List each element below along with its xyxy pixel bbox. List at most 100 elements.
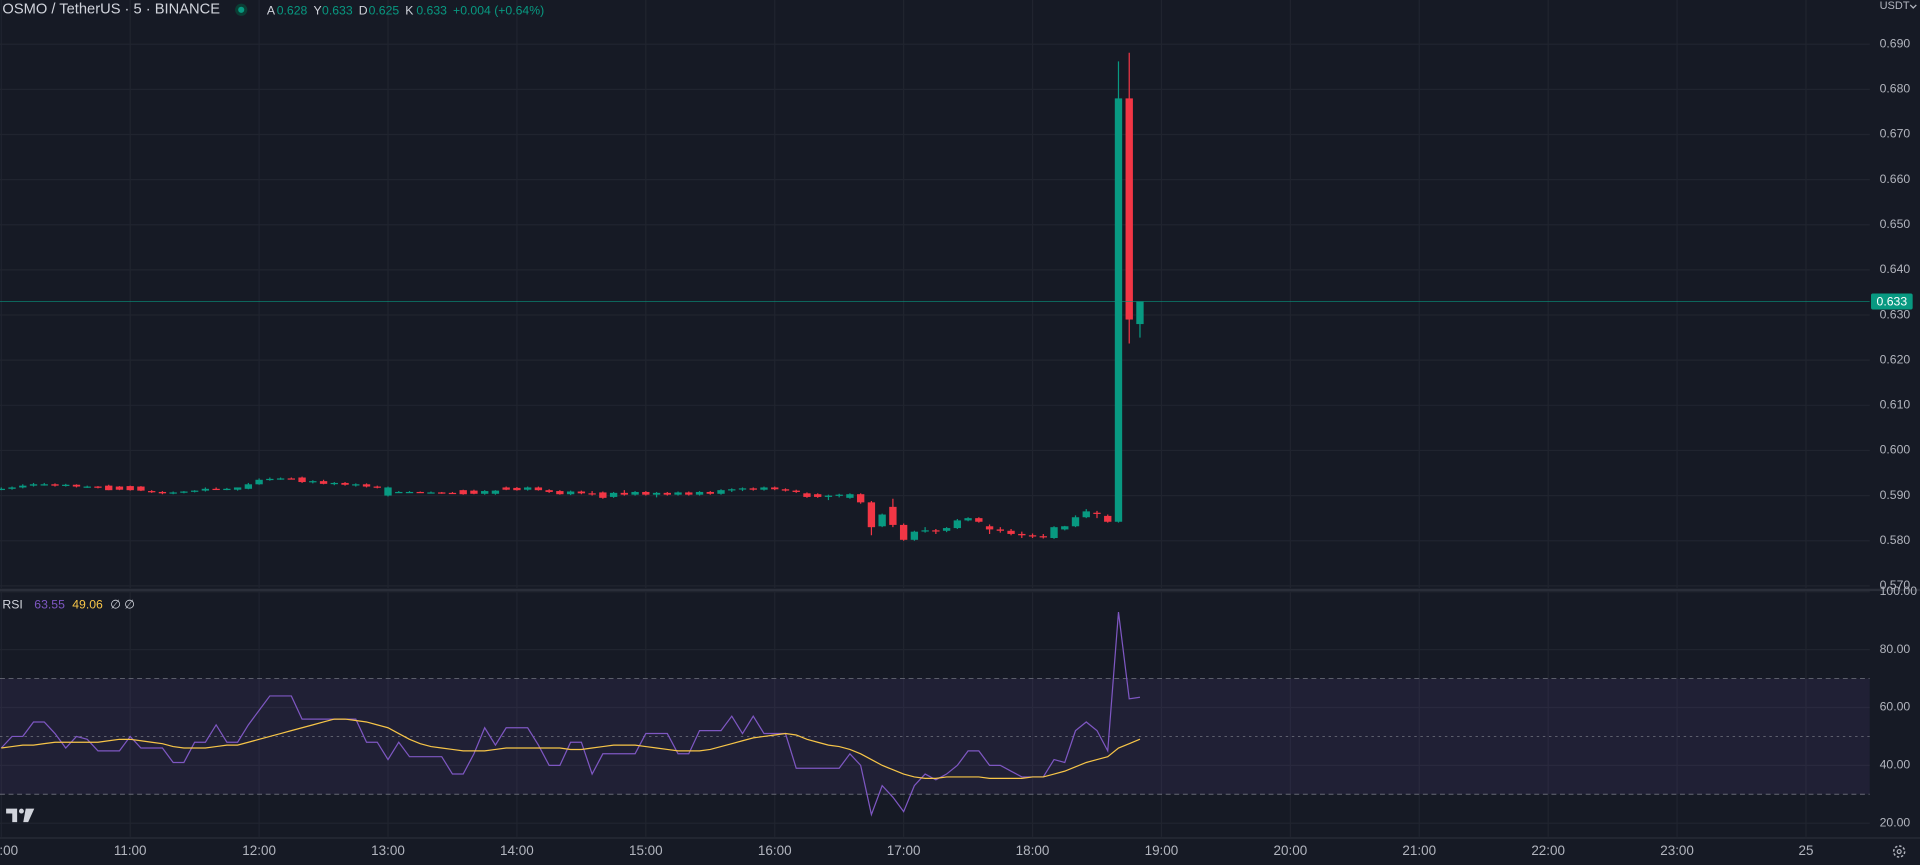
rsi-band	[0, 678, 1870, 795]
candle-body	[180, 491, 188, 493]
y-tick-label: 0.590	[1880, 488, 1911, 502]
candle-body	[760, 487, 768, 490]
candle-body	[781, 489, 790, 491]
candle-body	[148, 491, 156, 493]
candle-body	[212, 488, 220, 491]
ohlc-value: 0.628	[277, 3, 308, 17]
candle-body	[878, 514, 886, 527]
currency-caret[interactable]	[1909, 4, 1917, 9]
candle-body	[62, 484, 70, 486]
candle-body	[223, 488, 231, 491]
candle-body	[663, 492, 671, 495]
last-price-box	[1871, 293, 1913, 310]
logo-part[interactable]	[6, 808, 18, 823]
candle-body	[545, 490, 553, 492]
candle-body	[126, 486, 134, 491]
axes: 0.570 0.580 0.590 0.600 0.610 0.620 0.630 0.640…	[0, 36, 1917, 858]
x-tick-label: 17:00	[887, 843, 921, 858]
candle-body	[51, 484, 59, 486]
settings-icon[interactable]	[1892, 845, 1906, 858]
status-dot	[238, 6, 245, 13]
candle-body	[695, 491, 704, 495]
candle-body	[19, 485, 27, 488]
y-tick-label: 40.00	[1880, 758, 1911, 772]
settings-button[interactable]	[1892, 845, 1906, 858]
candle-body	[72, 484, 81, 487]
candle-body	[674, 492, 682, 495]
candle-body	[889, 506, 897, 525]
y-tick-label: 0.670	[1880, 127, 1911, 141]
price-pane	[0, 52, 1870, 541]
x-tick-label: 18:00	[1016, 843, 1050, 858]
settings-icon-center[interactable]	[1896, 848, 1902, 855]
y-tick-label: 0.610	[1880, 398, 1911, 412]
candle-body	[1071, 517, 1080, 527]
y-tick-label: 0.660	[1880, 172, 1911, 186]
ohlc-label: Y	[313, 3, 321, 17]
last-price-label: 0.633	[1877, 294, 1908, 308]
candle-body	[975, 518, 983, 522]
currency-selector[interactable]: USDT	[1880, 0, 1910, 12]
candle-body	[105, 485, 113, 491]
candle-body	[158, 491, 167, 494]
rsi-title: RSI	[2, 597, 22, 611]
x-tick-label: 15:00	[629, 843, 663, 858]
x-tick-label: 22:00	[1531, 843, 1565, 858]
rsi-grid	[0, 591, 1870, 837]
candle-body	[631, 491, 639, 495]
logo-part[interactable]	[18, 808, 24, 814]
candle-body	[309, 481, 317, 483]
candle-body	[169, 492, 177, 494]
x-tick-label: 23:00	[1660, 843, 1694, 858]
candle-body	[94, 486, 102, 488]
rsi-extra: ∅ ∅	[110, 597, 135, 611]
candle-body	[513, 487, 521, 491]
candle-body	[824, 495, 833, 497]
candle-body	[738, 488, 747, 490]
rsi-pane	[0, 611, 1870, 817]
candle-body	[491, 490, 500, 494]
x-tick-label: 10:00	[0, 843, 18, 858]
candle-body	[137, 486, 145, 491]
candle-body	[910, 531, 919, 540]
tradingview-logo[interactable]	[6, 808, 35, 823]
candle-body	[384, 487, 392, 496]
candle-body	[438, 492, 446, 494]
candle-body	[609, 492, 618, 497]
y-tick-label: 0.650	[1880, 217, 1911, 231]
candle-body	[803, 493, 811, 497]
x-tick-label: 16:00	[758, 843, 792, 858]
logo-part[interactable]	[23, 808, 35, 823]
candle-body	[341, 482, 349, 485]
candle-body	[83, 486, 91, 488]
candle-body	[115, 486, 124, 490]
candle-body	[942, 528, 951, 531]
candle-body	[1136, 301, 1144, 325]
candle-body	[588, 493, 596, 495]
ohlc-value: 0.633	[416, 3, 447, 17]
candle-body	[717, 490, 725, 494]
y-tick-label: 0.690	[1880, 36, 1911, 50]
x-tick-label: 25	[1798, 843, 1813, 858]
candle-body	[1007, 530, 1015, 534]
candle-body	[1082, 511, 1090, 518]
ohlc-value: 0.625	[369, 3, 400, 17]
x-tick-label: 20:00	[1274, 843, 1308, 858]
rsi-value: 63.55	[34, 597, 65, 611]
x-tick-label: 11:00	[114, 843, 147, 858]
candle-body	[298, 477, 306, 483]
y-tick-label: 0.600	[1880, 443, 1911, 457]
candle-body	[867, 502, 876, 528]
ohlc-label: K	[405, 3, 414, 17]
y-tick-label: 0.580	[1880, 533, 1911, 547]
candle-body	[405, 491, 414, 494]
candle-body	[792, 490, 800, 492]
candle-body	[233, 487, 242, 490]
candle-body	[8, 487, 16, 489]
ohlc-label: A	[267, 3, 276, 17]
y-tick-label: 80.00	[1880, 642, 1911, 656]
y-tick-label: 0.570	[1880, 578, 1911, 592]
candle-body	[0, 488, 5, 491]
